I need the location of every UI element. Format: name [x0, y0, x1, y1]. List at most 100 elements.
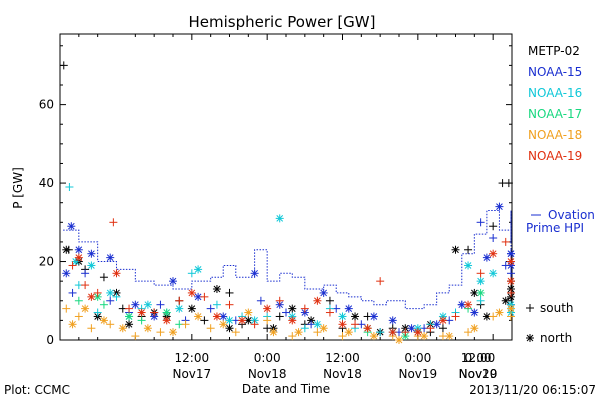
north-point	[413, 328, 422, 337]
legend-entry: NOAA-18	[528, 128, 582, 142]
north-point	[457, 300, 466, 309]
south-point	[87, 324, 96, 333]
south-point	[282, 308, 290, 317]
south-point	[99, 273, 108, 282]
north-point	[288, 316, 297, 325]
south-point	[93, 308, 102, 317]
north-point	[162, 316, 171, 325]
north-point	[125, 320, 134, 329]
north-point	[420, 332, 429, 341]
south-point	[376, 277, 385, 286]
north-point	[495, 202, 504, 211]
north-point	[187, 304, 196, 313]
north-point	[112, 269, 121, 278]
north-point	[143, 300, 152, 309]
south-point	[59, 61, 68, 70]
north-point	[344, 328, 353, 337]
north-point	[338, 312, 347, 321]
south-point	[288, 332, 297, 341]
south-point	[489, 234, 498, 242]
north-point	[162, 308, 171, 317]
marker-legend: south north	[526, 301, 574, 345]
north-point	[62, 245, 71, 254]
legend-entry: NOAA-15	[528, 65, 582, 79]
south-point	[93, 288, 102, 297]
north-point	[507, 257, 515, 266]
chart-title: Hemispheric Power [GW]	[189, 13, 376, 31]
north-point	[489, 269, 498, 278]
south-point	[187, 269, 196, 278]
south-point	[325, 308, 334, 317]
north-point	[363, 324, 372, 333]
y-tick-label: 60	[39, 98, 54, 112]
north-point	[470, 324, 479, 333]
north-point	[507, 277, 515, 286]
south-point	[338, 332, 347, 341]
south-point	[137, 316, 146, 325]
south-point	[438, 324, 447, 333]
x-tick-date-label: Nov19	[459, 367, 498, 381]
north-point	[344, 304, 353, 313]
south-point	[275, 312, 284, 321]
north-point	[269, 328, 278, 337]
south-point	[131, 332, 140, 341]
south-point	[81, 281, 90, 290]
marker-legend-label: south	[540, 301, 574, 315]
south-point	[156, 328, 165, 337]
plot-frame	[59, 33, 513, 341]
north-point	[106, 253, 115, 262]
north-point	[87, 249, 96, 258]
south-point	[200, 316, 209, 325]
north-point	[451, 245, 460, 254]
south-point	[507, 312, 515, 321]
ovation-series	[63, 210, 512, 310]
north-point	[244, 308, 253, 317]
north-point	[313, 296, 322, 305]
north-point	[131, 300, 140, 309]
north-point	[495, 308, 504, 317]
south-point	[489, 222, 498, 231]
north-point	[338, 320, 347, 329]
south-point	[426, 324, 435, 333]
south-point	[225, 288, 234, 297]
legend-entry: METP-02	[528, 44, 580, 58]
south-point	[507, 288, 515, 297]
south-point	[68, 288, 77, 297]
north-point	[369, 312, 378, 321]
north-point	[263, 304, 272, 313]
north-point	[143, 324, 152, 333]
north-point	[99, 316, 108, 325]
north-point	[87, 292, 96, 301]
south-point	[225, 300, 234, 309]
marker-legend-symbol	[526, 334, 534, 342]
south-point	[200, 292, 209, 301]
x-tick-date-label: Nov20	[459, 367, 498, 381]
north-point	[369, 332, 378, 341]
north-point	[212, 312, 221, 321]
ovation-legend-label-1: Ovation	[548, 208, 595, 222]
x-axis-label: Date and Time	[242, 382, 330, 396]
y-axis-label: P [GW]	[11, 167, 25, 209]
x-tick-time-label: 0:00	[254, 351, 281, 365]
south-point	[206, 304, 215, 313]
north-point	[319, 324, 328, 333]
north-point	[175, 304, 184, 313]
x-axis-ticks: 12:00 Nov17 0:00 Nov18 12:00 Nov18 0:00 Nov19 12…	[78, 34, 513, 381]
north-point	[388, 328, 397, 337]
x-tick-time-label: 0:00	[465, 351, 492, 365]
legend-entry: NOAA-17	[528, 107, 582, 121]
y-tick-label: 40	[39, 176, 54, 190]
south-point	[300, 324, 309, 333]
south-point	[112, 292, 121, 301]
south-point	[250, 320, 259, 329]
north-point	[445, 332, 454, 341]
south-point	[231, 328, 240, 337]
south-point	[476, 269, 485, 278]
north-point	[125, 312, 134, 321]
south-point	[376, 328, 385, 337]
south-point	[451, 312, 460, 321]
north-point	[137, 308, 146, 317]
south-point	[106, 296, 115, 305]
